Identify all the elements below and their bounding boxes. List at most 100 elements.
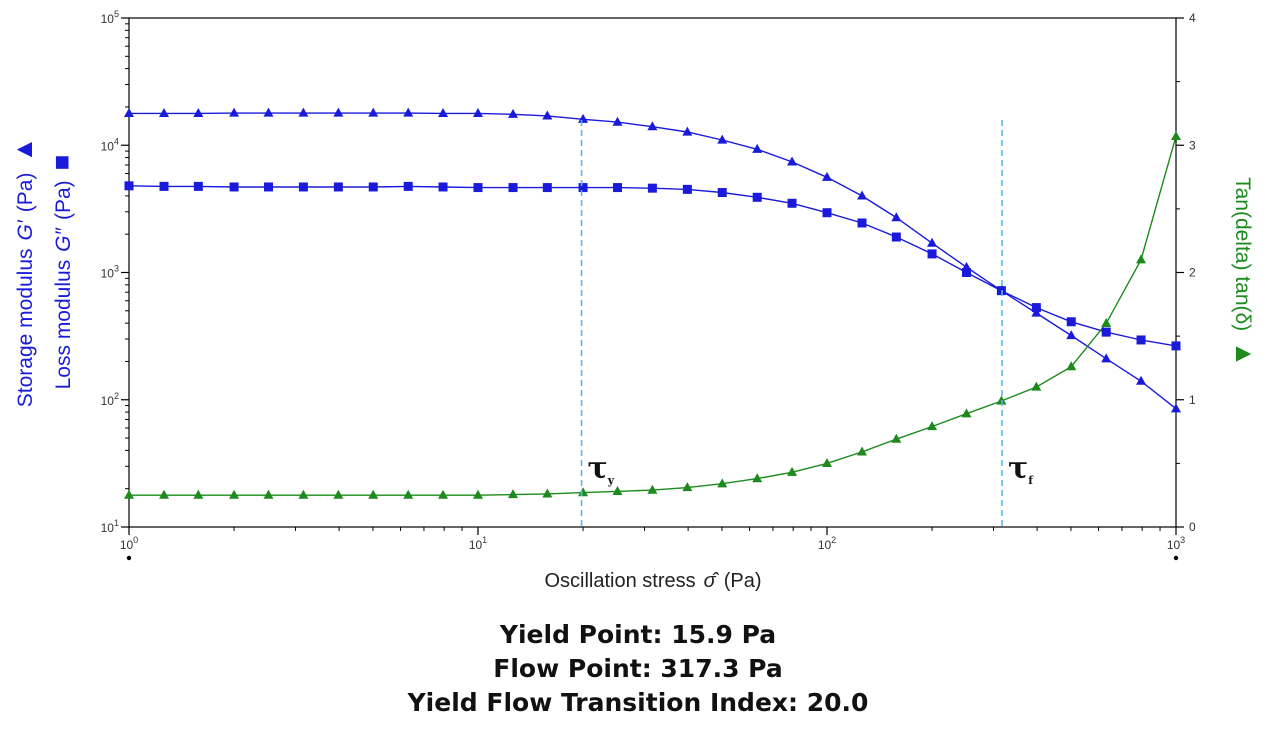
tan_delta-point — [542, 488, 553, 498]
loss-point — [647, 183, 657, 193]
svg-text:Loss modulusG″(Pa)■: Loss modulusG″(Pa)■ — [46, 155, 76, 390]
tan_delta-point — [1101, 318, 1112, 327]
loss-point — [542, 183, 552, 193]
storage-point — [857, 190, 868, 200]
storage-point — [752, 143, 763, 153]
tan_delta-point — [1136, 254, 1147, 264]
loss-point — [263, 182, 273, 192]
storage-point — [333, 107, 344, 117]
y-right-tick-label: 3 — [1189, 138, 1196, 152]
x-tick-label: 101 — [469, 535, 487, 552]
y-left-label-loss: Loss modulusG″(Pa)■ — [46, 155, 76, 390]
storage-point — [717, 134, 728, 144]
loss-point — [787, 198, 797, 208]
loss-point — [1031, 303, 1041, 313]
tan_delta-point — [1171, 130, 1181, 140]
storage-point — [891, 212, 902, 222]
loss-point — [578, 183, 588, 193]
loss-point — [961, 268, 971, 277]
storage-point — [473, 107, 483, 117]
loss-point — [124, 181, 134, 191]
tan_delta-point — [891, 433, 902, 443]
storage-point — [1101, 353, 1112, 363]
svg-text:Tan(delta) tan(δ)▲: Tan(delta) tan(δ)▲ — [1230, 177, 1260, 367]
flow-point-result: Flow Point: 317.3 Pa — [493, 654, 783, 683]
annotations: τy τf — [580, 120, 1034, 527]
tan_delta-point — [403, 489, 414, 499]
storage-point — [1066, 330, 1077, 340]
storage-point — [229, 107, 240, 117]
storage-point — [787, 156, 798, 166]
y-left-tick-label: 103 — [101, 264, 119, 281]
loss-point — [333, 182, 343, 192]
storage-point — [263, 107, 274, 117]
tan_delta-point — [822, 457, 832, 467]
loss-point — [752, 192, 762, 202]
y-right-tick-label: 4 — [1189, 11, 1196, 25]
series-markers — [124, 107, 1181, 499]
loss-point — [298, 182, 308, 192]
x-axis-endpoint-dot — [126, 555, 132, 561]
storage-point — [403, 107, 414, 117]
x-tick-label: 102 — [818, 535, 836, 552]
loss-line — [128, 185, 1177, 347]
series-lines — [128, 112, 1177, 496]
loss-point — [368, 182, 378, 192]
storage-point — [1136, 375, 1147, 385]
storage-point — [822, 171, 832, 181]
storage-point — [193, 107, 204, 117]
yield-point-result: Yield Point: 15.9 Pa — [499, 620, 777, 649]
tan_delta-point — [438, 489, 449, 499]
tan_delta-point — [298, 489, 309, 499]
x-tick-label: 100 — [120, 535, 138, 552]
transition-index-result: Yield Flow Transition Index: 20.0 — [407, 688, 869, 717]
x-tick-label: 103 — [1167, 535, 1185, 552]
tan_delta-point — [752, 473, 763, 483]
storage-point — [159, 107, 170, 117]
storage-point — [927, 237, 938, 247]
loss-point — [1101, 327, 1111, 337]
y-left-tick-label: 102 — [101, 391, 119, 408]
loss-point — [1066, 317, 1076, 327]
tan_delta-point — [717, 478, 728, 488]
storage-point — [578, 113, 589, 123]
tan_delta-point — [1066, 361, 1077, 371]
loss-point — [891, 232, 901, 242]
loss-point — [403, 181, 413, 191]
y-right-tick-label: 2 — [1189, 266, 1196, 280]
y-left-tick-label: 101 — [101, 518, 119, 535]
tan_delta-point — [612, 485, 623, 495]
loss-point — [927, 249, 937, 259]
tan_delta-point — [682, 482, 693, 492]
storage-point — [682, 126, 693, 136]
tan_delta-point — [647, 484, 658, 494]
tan_delta-point — [787, 466, 798, 476]
storage-point — [542, 110, 553, 120]
storage-point — [438, 107, 449, 117]
storage-point — [508, 108, 519, 118]
y-left-tick-label: 104 — [101, 136, 119, 153]
loss-point — [857, 218, 867, 228]
loss-point — [1171, 341, 1181, 351]
loss-point — [193, 181, 203, 191]
tan_delta-point — [1031, 381, 1042, 391]
tan_delta-point — [857, 446, 868, 456]
y-left-label-storage: Storage modulusG′(Pa)▲ — [8, 137, 38, 407]
tan_delta-point — [368, 489, 379, 499]
tan_delta-point — [333, 489, 344, 499]
tan_delta-point — [124, 489, 134, 499]
tan_delta-point — [961, 408, 972, 418]
storage-point — [298, 107, 309, 117]
storage-point — [1171, 403, 1181, 413]
loss-point — [682, 184, 692, 194]
tau-label-f: τf — [1008, 451, 1034, 487]
y-right-tick-label: 1 — [1189, 393, 1196, 407]
storage-point — [647, 121, 658, 131]
tan_delta-point — [578, 487, 589, 497]
storage-point — [1031, 307, 1042, 317]
tau-label-y: τy — [588, 451, 615, 487]
x-axis-endpoint-dot — [1173, 555, 1179, 561]
tan_delta-point — [159, 489, 170, 499]
x-axis-label: Oscillation stress σ̂ (Pa) — [544, 570, 761, 592]
